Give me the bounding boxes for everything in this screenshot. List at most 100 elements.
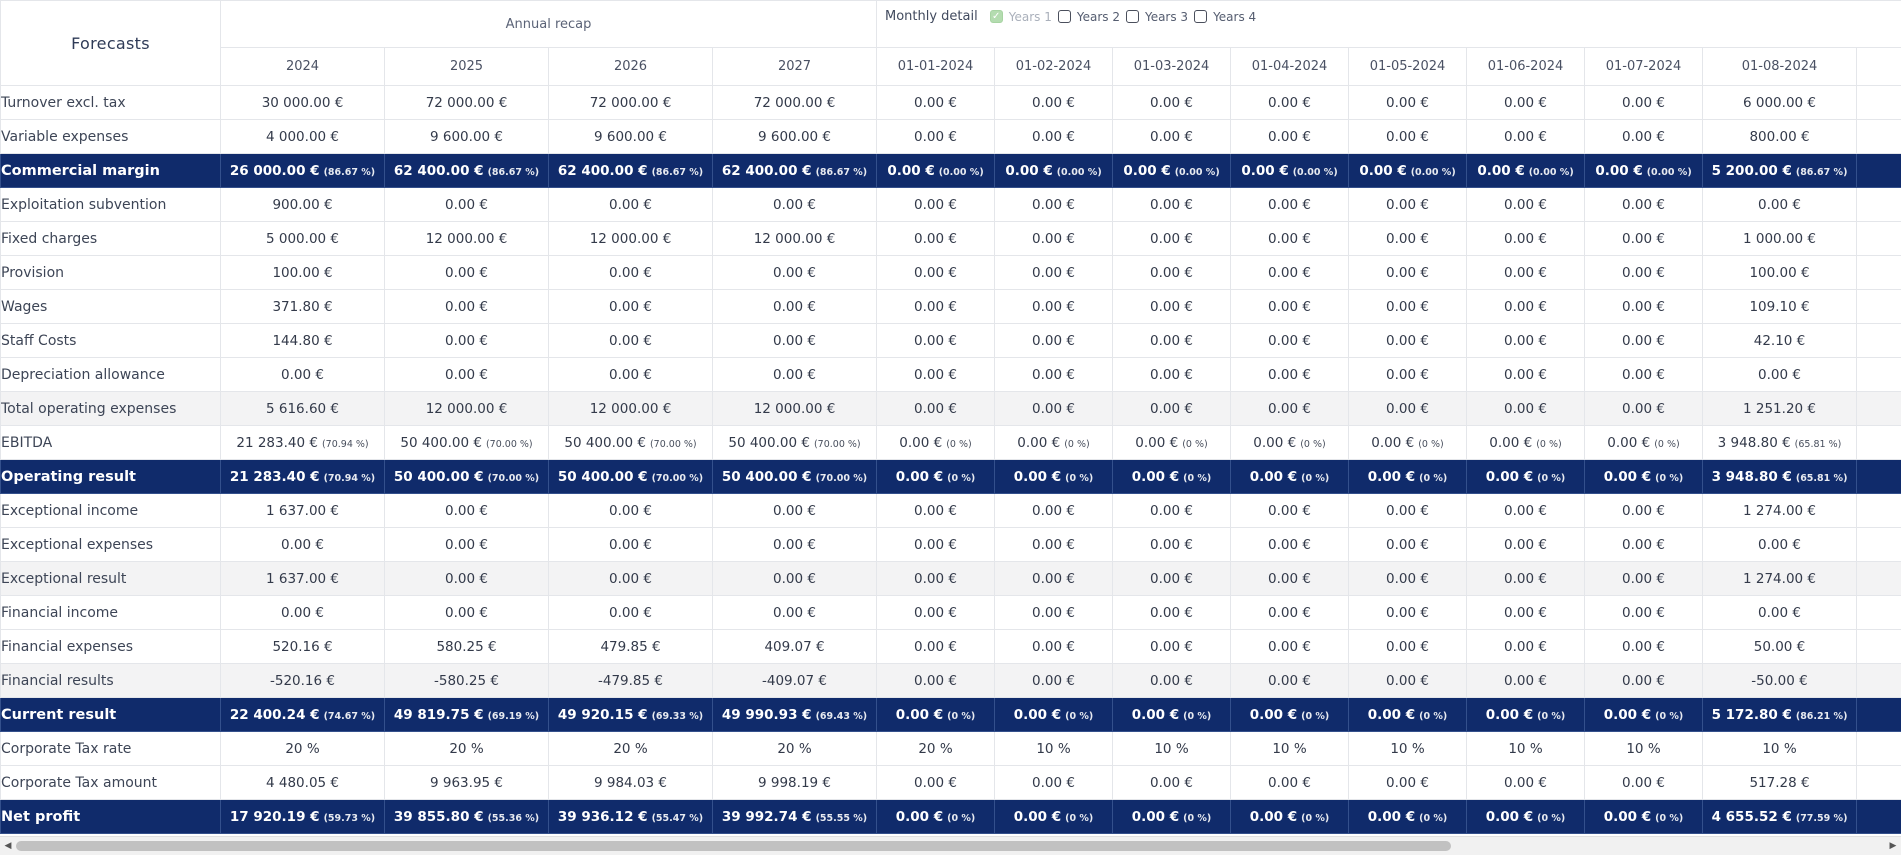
checkbox-icon[interactable] [1057, 10, 1071, 23]
checkbox-icon[interactable] [1194, 10, 1208, 23]
table-cell: 0.00 € [1112, 595, 1231, 630]
table-cell: 409.07 € [712, 629, 877, 664]
table-cell: 0.00 € (0 %) [994, 799, 1113, 834]
cell-percentage: (0 %) [1655, 812, 1684, 824]
cell-value: 12 000.00 € [753, 400, 836, 417]
cell-value: 580.25 € [436, 638, 497, 655]
table-cell: 50 400.00 € (70.00 %) [548, 459, 713, 494]
row-label: Financial expenses [0, 629, 221, 664]
table-cell: 0.00 € [1348, 323, 1467, 358]
table-cell: 20 % [548, 731, 713, 766]
table-cell: 0.00 € [876, 357, 995, 392]
table-cell: 0.00 € (0 %) [1348, 799, 1467, 834]
forecast-table-viewport[interactable]: Forecasts Annual recap Monthly detail ✓ Y… [0, 0, 1901, 836]
cell-value: 0.00 € [1504, 638, 1547, 655]
table-cell: 0.00 € [1230, 765, 1349, 800]
table-cell: 0.00 € [1584, 527, 1703, 562]
table-cell: 12 000.00 € [384, 221, 549, 256]
table-cell: 0.00 € [1230, 493, 1349, 528]
column-header: 2026 [548, 47, 713, 86]
table-cell: 0.00 € [1230, 527, 1349, 562]
table-cell: 100.00 € [1702, 255, 1857, 290]
table-cell: 17 920.19 € (59.73 %) [220, 799, 385, 834]
table-cell: 0.00 € [1112, 255, 1231, 290]
cell-percentage: (86.67 %) [323, 166, 376, 178]
cell-value: 10 % [1390, 740, 1425, 757]
row-label: Net profit [0, 799, 221, 834]
year-toggle-2[interactable]: Years 2 [1057, 10, 1120, 24]
cell-value: 0.00 € [1268, 672, 1311, 689]
table-cell: 0.00 € [1348, 561, 1467, 596]
table-cell: 4 480.05 € [220, 765, 385, 800]
table-cell: 0.00 € [1466, 663, 1585, 698]
cell-percentage: (0 %) [947, 710, 976, 722]
cell-percentage: (0 %) [947, 472, 976, 484]
year-toggle-label: Years 3 [1144, 9, 1189, 24]
scroll-right-arrow-icon[interactable]: ▶ [1889, 841, 1897, 851]
table-cell: 0.00 € (0.00 %) [1466, 153, 1585, 188]
scrollbar-thumb[interactable] [16, 841, 1451, 851]
cell-value: 0.00 € [445, 570, 488, 587]
checkbox-icon[interactable] [1125, 10, 1139, 23]
cell-value: 50 400.00 € [400, 434, 482, 451]
table-cell: 371.80 € [220, 289, 385, 324]
checkbox-checked-icon[interactable]: ✓ [989, 10, 1003, 23]
cell-value: 10 % [1626, 740, 1661, 757]
year-toggle-3[interactable]: Years 3 [1125, 9, 1189, 24]
table-cell: 10 % [1702, 731, 1857, 766]
table-cell: 0.00 € [1466, 391, 1585, 426]
cell-value: 30 000.00 € [261, 94, 344, 111]
cell-value: 800.00 € [1749, 128, 1810, 145]
table-cell: 0.00 € (0 %) [1348, 697, 1467, 732]
table-cell: 0.00 € (0 %) [1584, 697, 1703, 732]
table-cell: 0.00 € [994, 391, 1113, 426]
table-cell: 0.00 € [712, 357, 877, 392]
cell-value: 0.00 € [1032, 774, 1075, 791]
table-cell: 0.00 € [384, 527, 549, 562]
cell-percentage: (69.33 %) [651, 710, 704, 722]
year-toggle-1[interactable]: ✓ Years 1 [989, 10, 1052, 24]
year-toggle-4[interactable]: Years 4 [1194, 10, 1256, 24]
cell-value: 0.00 € [1268, 536, 1311, 553]
horizontal-scrollbar[interactable]: ◀ ▶ [0, 836, 1901, 855]
cell-value: 0.00 € [1386, 298, 1429, 315]
table-row: Corporate Tax rate 20 % 20 % 20 % 20 % 20 % 10… [0, 731, 1901, 766]
scroll-left-arrow-icon[interactable]: ◀ [4, 841, 12, 851]
cell-value: 0.00 € [914, 400, 957, 417]
cell-value: 0.00 € [1489, 434, 1533, 451]
cell-value: 0.00 € [609, 570, 652, 587]
cell-value: 0.00 € [1386, 774, 1429, 791]
cell-value: 0.00 € [445, 196, 488, 213]
table-cell: 0.00 € [876, 255, 995, 290]
row-label: Fixed charges [0, 221, 221, 256]
cell-value: 0.00 € [1386, 94, 1429, 111]
table-cell: 0.00 € [384, 187, 549, 222]
table-cell: 9 998.19 € [712, 765, 877, 800]
table-row: Financial income 0.00 € 0.00 € 0.00 € 0.00 €… [0, 595, 1901, 630]
cell-value: 0.00 € [1386, 196, 1429, 213]
table-cell: 0.00 € [876, 493, 995, 528]
cell-value: 0.00 € [1268, 128, 1311, 145]
cell-value: 0.00 € [1268, 570, 1311, 587]
cell-value: 0.00 € [1131, 808, 1180, 825]
cell-percentage: (0.00 %) [1646, 166, 1692, 178]
table-cell: 0.00 € [384, 561, 549, 596]
cell-value: 0.00 € [1150, 570, 1193, 587]
cell-value: 0.00 € [1386, 502, 1429, 519]
cell-value: 0.00 € [1032, 264, 1075, 281]
cell-value: -50.00 € [1751, 672, 1808, 689]
table-cell: 0.00 € (0.00 %) [1584, 153, 1703, 188]
cell-value: 109.10 € [1749, 298, 1810, 315]
table-cell: 0.00 € [1348, 357, 1467, 392]
cell-value: 0.00 € [1032, 672, 1075, 689]
cell-value: 0.00 € [1032, 638, 1075, 655]
table-cell: 0.00 € [1348, 187, 1467, 222]
column-header: 01-02-2024 [994, 47, 1113, 86]
table-cell: 72 000.00 € [548, 85, 713, 120]
cell-percentage: (74.67 %) [323, 710, 376, 722]
cell-percentage: (0 %) [1655, 710, 1684, 722]
row-label: Current result [0, 697, 221, 732]
table-cell: 10 % [1112, 731, 1231, 766]
cell-value: 39 936.12 € [557, 808, 648, 825]
table-cell: 0.00 € [1112, 85, 1231, 120]
